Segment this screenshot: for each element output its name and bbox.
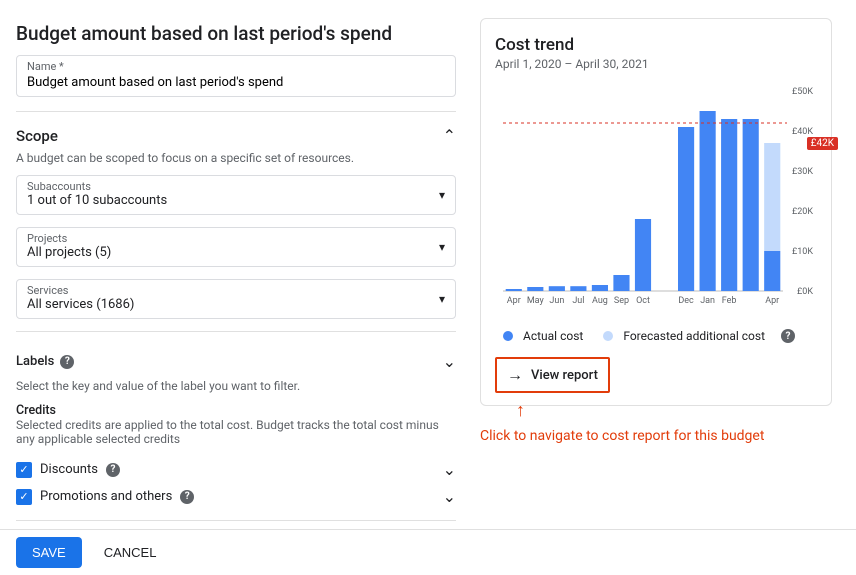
svg-text:Jun: Jun [549,296,564,306]
svg-text:£0K: £0K [797,287,813,297]
chevron-down-icon: ⌄ [443,460,456,479]
services-dropdown[interactable]: Services All services (1686) ▾ [16,279,456,319]
name-label: Name * [27,60,445,73]
scope-title: Scope [16,127,58,145]
labels-title: Labels [16,354,54,369]
services-label: Services [27,284,445,297]
svg-text:May: May [527,296,545,306]
discounts-row[interactable]: ✓ Discounts ? ⌄ [16,456,456,483]
labels-desc: Select the key and value of the label yo… [16,379,456,393]
svg-text:Jan: Jan [700,296,715,306]
help-icon[interactable]: ? [180,490,194,504]
subaccounts-value: 1 out of 10 subaccounts [27,193,445,208]
footer: SAVE CANCEL [0,529,856,575]
chart-legend: Actual cost Forecasted additional cost ? [503,329,817,343]
view-report-button[interactable]: → View report [495,357,610,393]
chevron-down-icon: ⌄ [443,352,456,371]
svg-text:Jul: Jul [572,296,584,306]
cost-trend-title: Cost trend [495,35,817,55]
svg-text:Feb: Feb [722,296,737,306]
subaccounts-dropdown[interactable]: Subaccounts 1 out of 10 subaccounts ▾ [16,175,456,215]
forecast-swatch [603,331,613,341]
svg-text:Apr: Apr [765,296,779,306]
labels-row[interactable]: Labels ? ⌄ [16,346,456,377]
svg-text:£10K: £10K [792,247,813,257]
svg-text:£30K: £30K [792,167,813,177]
help-icon[interactable]: ? [781,329,795,343]
caret-down-icon: ▾ [439,292,445,306]
svg-text:Apr: Apr [507,296,521,306]
divider [16,111,456,112]
annotation-arrow-icon: ↑ [516,406,832,416]
name-field[interactable]: Name * [16,55,456,97]
promotions-label: Promotions and others [40,489,172,504]
page-title: Budget amount based on last period's spe… [16,22,456,45]
divider [16,331,456,332]
cost-trend-chart: £0K £10K £20K £30K £40K £50K Apr May Jun Jul Aug Se… [495,81,817,321]
name-input[interactable] [27,73,445,90]
svg-text:£50K: £50K [792,87,813,97]
threshold-badge: £42K [807,137,838,150]
cost-trend-subtitle: April 1, 2020 – April 30, 2021 [495,57,817,71]
annotation-text: Click to navigate to cost report for thi… [480,428,832,444]
projects-value: All projects (5) [27,245,445,260]
services-value: All services (1686) [27,297,445,312]
legend-forecast: Forecasted additional cost [623,329,765,343]
svg-text:Aug: Aug [592,296,608,306]
credits-title: Credits [16,403,456,418]
caret-down-icon: ▾ [439,240,445,254]
checkbox-checked-icon[interactable]: ✓ [16,489,32,505]
svg-text:Dec: Dec [678,296,694,306]
legend-actual: Actual cost [523,329,583,343]
promotions-row[interactable]: ✓ Promotions and others ? ⌄ [16,483,456,510]
actual-swatch [503,331,513,341]
chevron-up-icon: ⌃ [443,126,456,145]
arrow-right-icon: → [507,365,523,385]
checkbox-checked-icon[interactable]: ✓ [16,462,32,478]
help-icon[interactable]: ? [106,463,120,477]
view-report-label: View report [531,368,598,383]
svg-text:£40K: £40K [792,127,813,137]
chevron-down-icon: ⌄ [443,487,456,506]
projects-dropdown[interactable]: Projects All projects (5) ▾ [16,227,456,267]
save-button[interactable]: SAVE [16,537,82,568]
subaccounts-label: Subaccounts [27,180,445,193]
svg-text:£20K: £20K [792,207,813,217]
credits-desc: Selected credits are applied to the tota… [16,418,456,446]
svg-text:Sep: Sep [614,296,629,306]
divider [16,520,456,521]
cost-trend-card: Cost trend April 1, 2020 – April 30, 202… [480,18,832,406]
projects-label: Projects [27,232,445,245]
cancel-button[interactable]: CANCEL [98,544,163,561]
caret-down-icon: ▾ [439,188,445,202]
svg-text:Oct: Oct [636,296,650,306]
help-icon[interactable]: ? [60,355,74,369]
scope-desc: A budget can be scoped to focus on a spe… [16,151,456,165]
scope-header[interactable]: Scope ⌃ [16,126,456,145]
discounts-label: Discounts [40,462,98,477]
